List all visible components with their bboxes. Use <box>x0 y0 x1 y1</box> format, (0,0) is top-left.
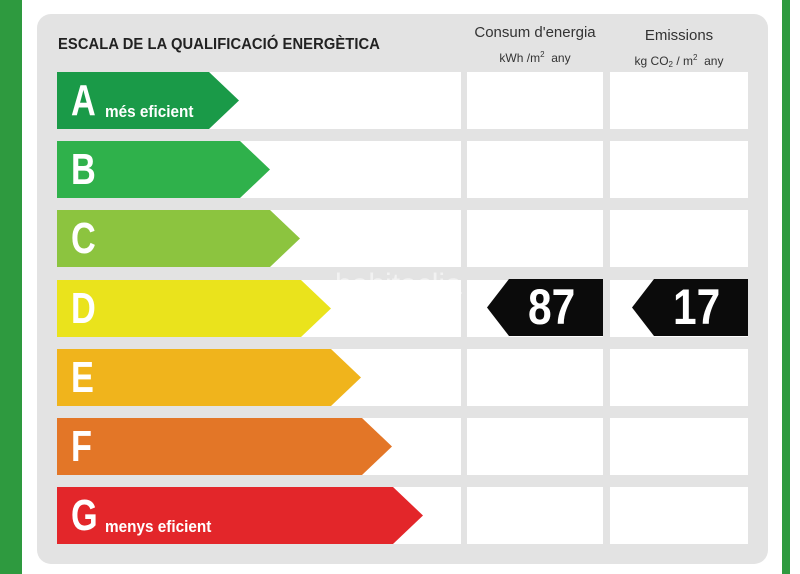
emissions-column-header: Emissions kg CO2 / m2 any <box>610 27 748 74</box>
rating-letter: G <box>71 491 98 540</box>
energy-cell-a <box>467 72 603 129</box>
energy-cell-f <box>467 418 603 475</box>
rating-letter: E <box>71 353 94 402</box>
rating-description: més eficient <box>105 102 194 121</box>
rating-arrow-e: E <box>57 349 361 406</box>
energy-cell-g <box>467 487 603 544</box>
energy-column-unit: kWh /m2 any <box>499 50 571 65</box>
emissions-column-unit: kg CO2 / m2 any <box>634 53 724 69</box>
emissions-cell-f <box>610 418 748 475</box>
energy-column-title: Consum d'energia <box>474 24 596 41</box>
energy-cell-b <box>467 141 603 198</box>
emissions-cell-g <box>610 487 748 544</box>
rating-arrow-b: B <box>57 141 270 198</box>
emissions-cell-e <box>610 349 748 406</box>
watermark: habitaclia <box>335 268 462 301</box>
rating-description: menys eficient <box>105 517 212 536</box>
left-green-border <box>0 0 22 574</box>
emissions-value: 17 <box>632 279 748 336</box>
emissions-cell-c <box>610 210 748 267</box>
rating-arrow-f: F <box>57 418 392 475</box>
rating-arrow-c: C <box>57 210 300 267</box>
rating-letter: A <box>71 76 96 125</box>
rating-letter: C <box>71 214 96 263</box>
rating-letter: B <box>71 145 96 194</box>
energy-cell-c <box>467 210 603 267</box>
scale-title: ESCALA DE LA QUALIFICACIÓ ENERGÈTICA <box>58 36 380 53</box>
emissions-column-title: Emissions <box>644 27 714 44</box>
rating-arrow-d: D <box>57 280 331 337</box>
energy-cell-e <box>467 349 603 406</box>
emissions-cell-a <box>610 72 748 129</box>
energy-column-header: Consum d'energia kWh /m2 any <box>467 24 603 67</box>
energy-consumption-value: 87 <box>487 279 603 336</box>
emissions-cell-b <box>610 141 748 198</box>
rating-letter: D <box>71 284 96 333</box>
rating-letter: F <box>71 422 92 471</box>
right-green-border <box>782 0 790 574</box>
